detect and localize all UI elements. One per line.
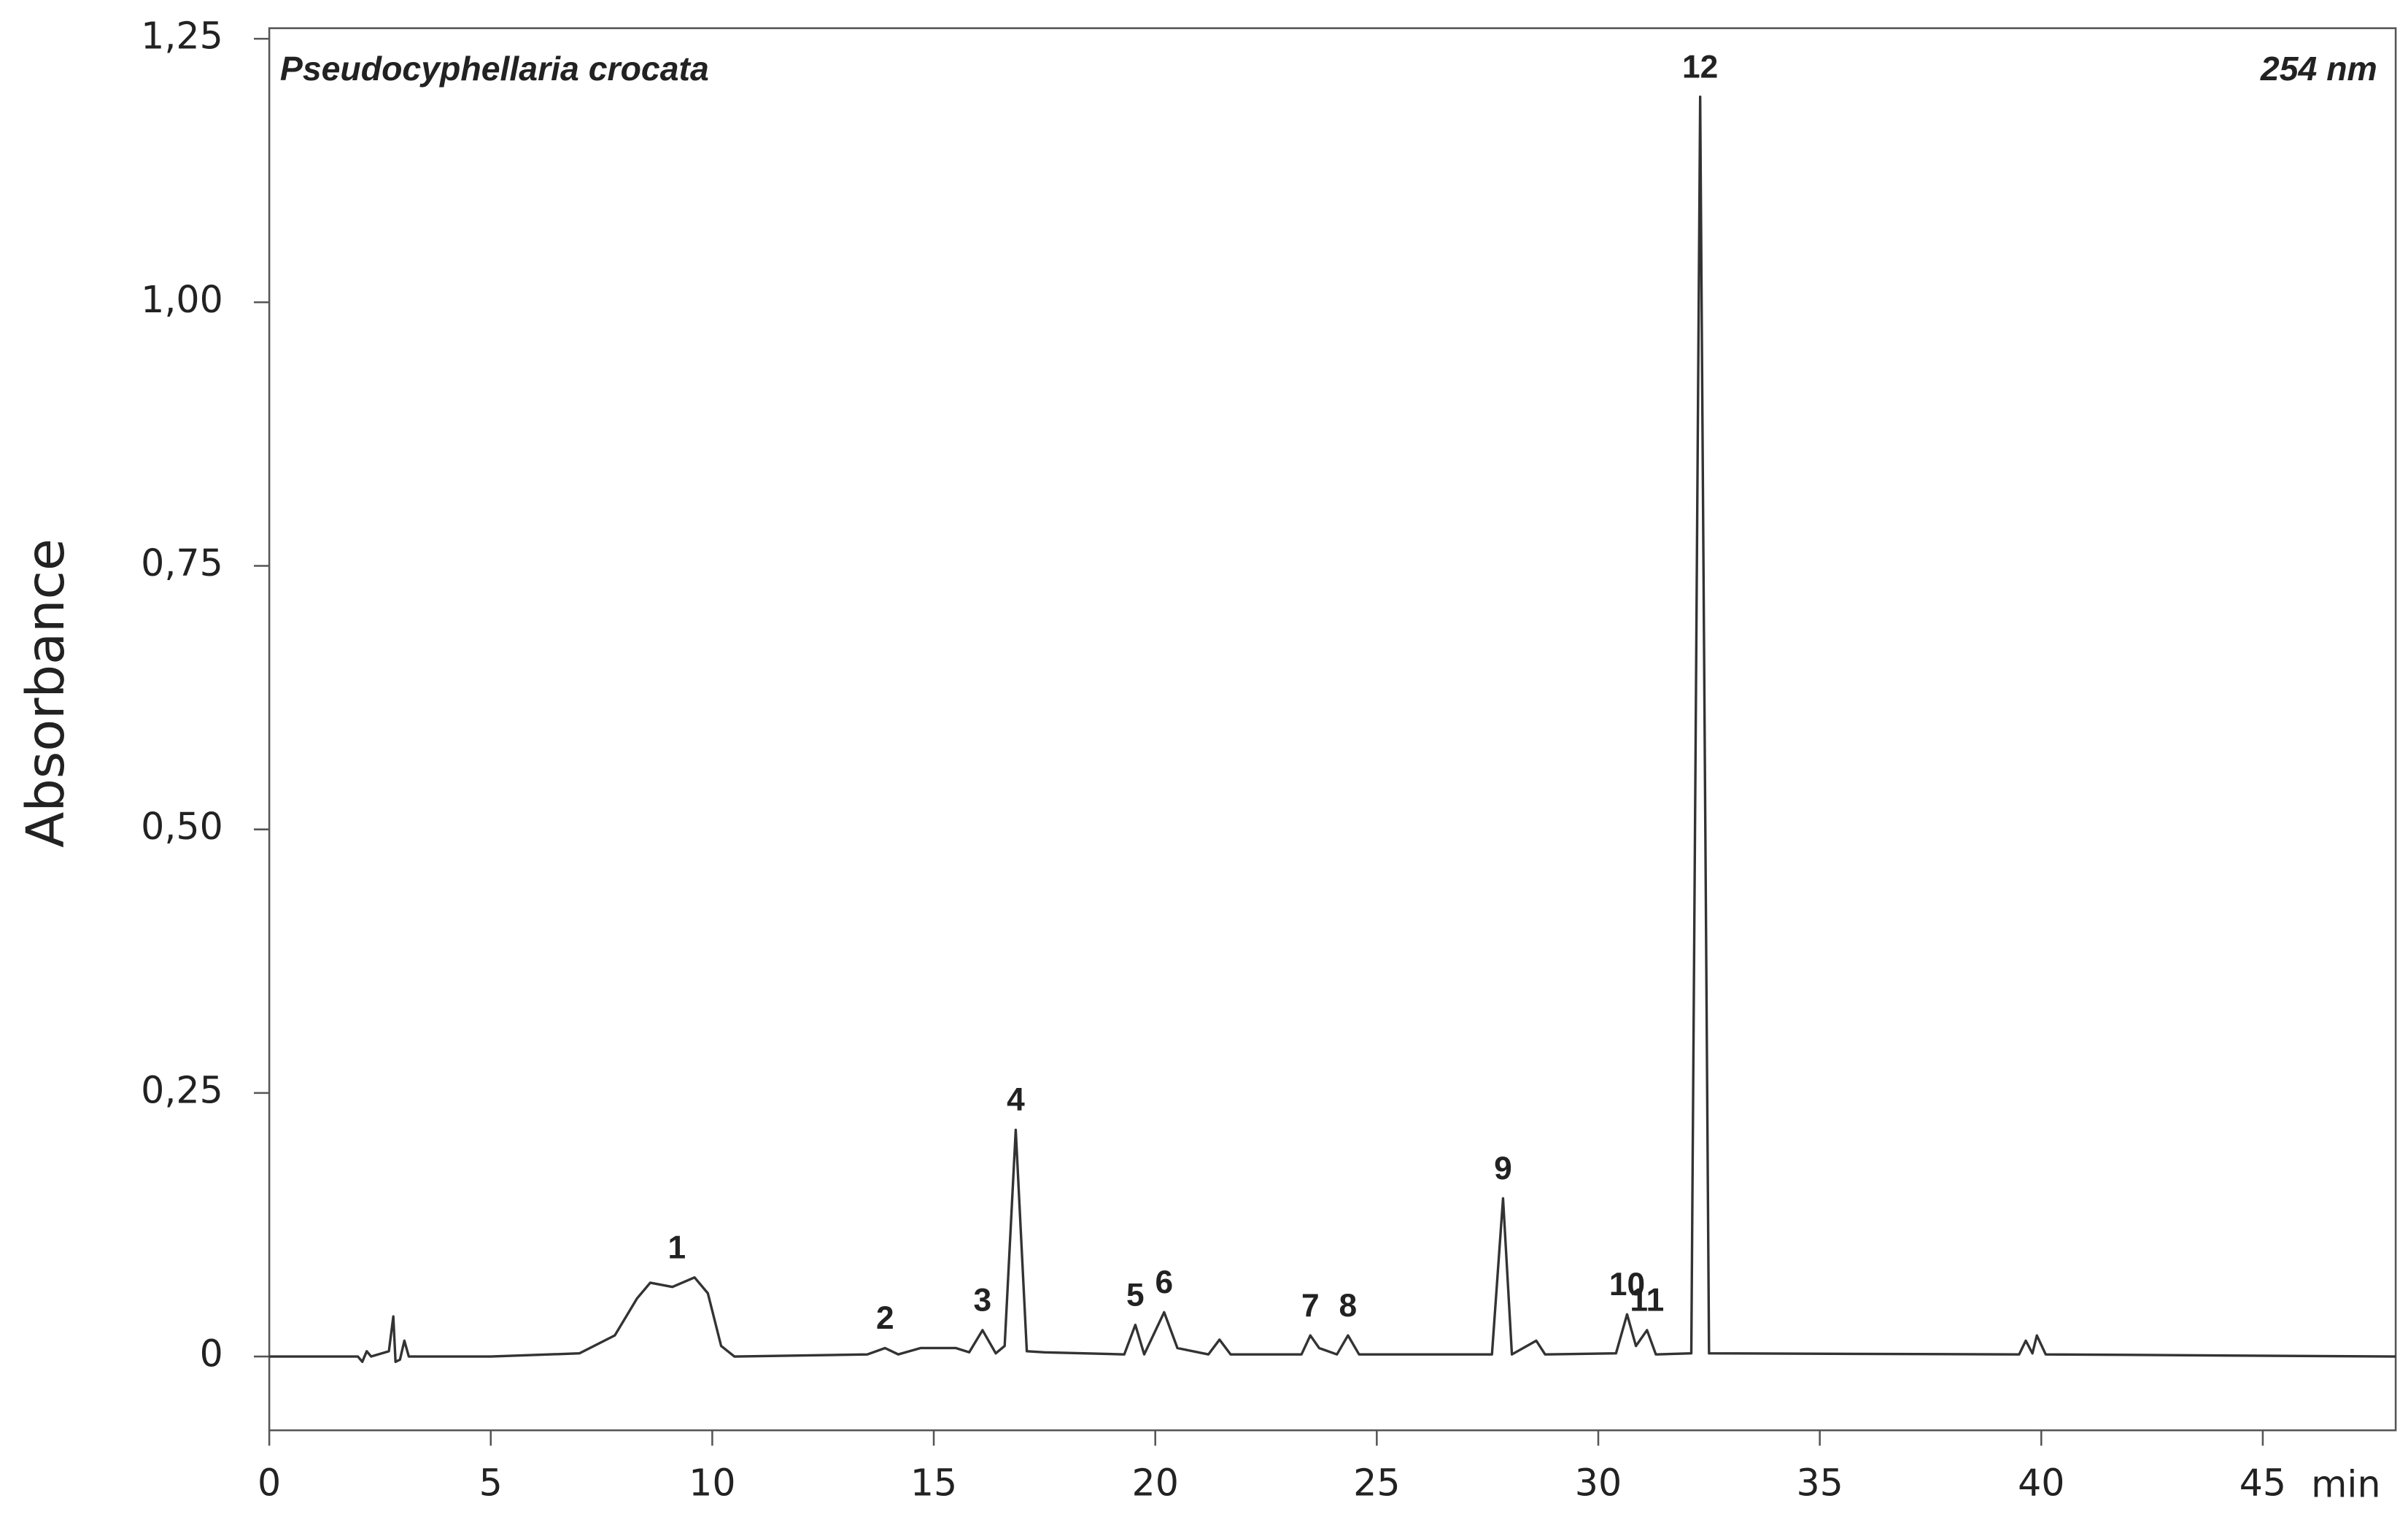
x-tick-label: 40 — [2018, 1462, 2064, 1505]
y-tick-label: 1,25 — [141, 15, 223, 58]
x-tick-label: 45 — [2239, 1462, 2286, 1505]
y-axis-label: Absorbance — [15, 539, 76, 848]
peak-label: 1 — [668, 1230, 686, 1265]
peak-label: 3 — [974, 1283, 992, 1319]
y-tick-label: 0,25 — [141, 1068, 223, 1111]
y-tick-label: 0,75 — [141, 541, 223, 584]
x-tick-label: 35 — [1796, 1462, 1843, 1505]
x-axis-unit: min — [2311, 1463, 2380, 1506]
x-tick-label: 10 — [689, 1462, 735, 1505]
x-tick-label: 25 — [1353, 1462, 1400, 1505]
peak-label: 9 — [1494, 1151, 1512, 1186]
peak-label: 6 — [1155, 1265, 1174, 1300]
peak-label: 2 — [876, 1300, 894, 1336]
x-tick-label: 15 — [910, 1462, 957, 1505]
chromatogram-trace — [269, 95, 2396, 1363]
sample-name: Pseudocyphellaria crocata — [280, 50, 709, 88]
y-tick-label: 1,00 — [141, 278, 223, 321]
x-tick-label: 20 — [1132, 1462, 1179, 1505]
x-tick-label: 5 — [479, 1462, 503, 1505]
peak-label: 5 — [1126, 1277, 1145, 1313]
x-tick-label: 30 — [1575, 1462, 1622, 1505]
peak-label: 4 — [1007, 1082, 1025, 1118]
peak-label: 12 — [1682, 49, 1718, 85]
peak-label: 8 — [1339, 1288, 1358, 1324]
peak-label: 10 — [1609, 1267, 1645, 1302]
peak-label: 11 — [1630, 1283, 1664, 1319]
x-tick-label: 0 — [258, 1462, 281, 1505]
y-tick-label: 0 — [200, 1332, 223, 1375]
y-tick-label: 0,50 — [141, 805, 223, 848]
plot-frame — [268, 27, 2397, 1432]
peak-label: 7 — [1301, 1288, 1320, 1324]
wavelength: 254 nm — [2260, 50, 2377, 88]
